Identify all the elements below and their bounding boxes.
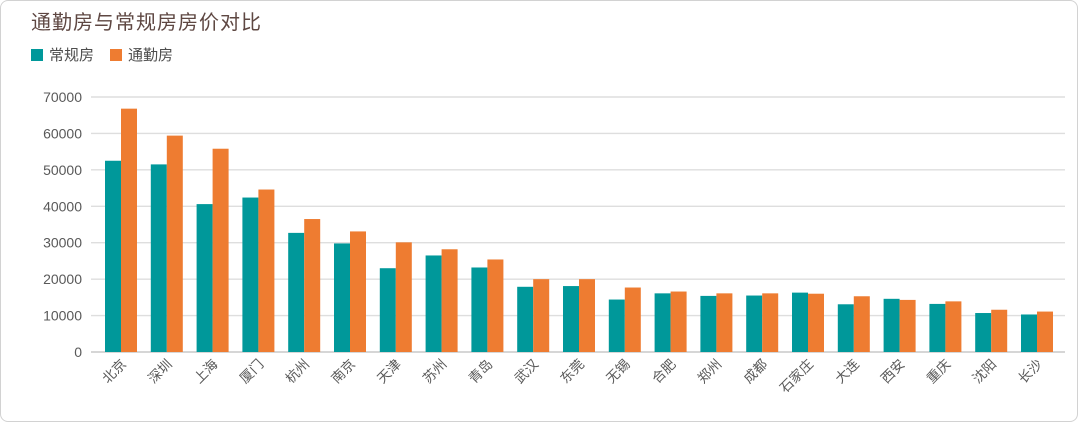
bar-常规房-沈阳 (975, 313, 992, 352)
bar-常规房-重庆 (929, 303, 946, 352)
bar-常规房-深圳 (150, 164, 167, 352)
legend: 常规房 通勤房 (31, 44, 173, 65)
bar-通勤房-大连 (853, 296, 870, 352)
bar-通勤房-上海 (212, 148, 229, 352)
legend-item-label: 常规房 (49, 47, 95, 64)
bar-通勤房-杭州 (304, 219, 321, 352)
bar-通勤房-东莞 (579, 279, 595, 352)
bar-常规房-南京 (334, 243, 350, 352)
legend-item-commute: 通勤房 (110, 44, 173, 65)
y-axis-label: 0 (74, 344, 82, 360)
x-axis-label: 长沙 (1015, 357, 1045, 387)
x-axis-label: 郑州 (695, 357, 725, 387)
bar-常规房-合肥 (654, 293, 671, 352)
bar-通勤房-武汉 (533, 279, 550, 352)
x-axis-label: 杭州 (283, 357, 313, 387)
x-axis-label: 上海 (191, 357, 221, 387)
bar-通勤房-沈阳 (991, 309, 1008, 352)
bar-通勤房-西安 (899, 299, 916, 352)
bar-通勤房-北京 (121, 108, 137, 353)
y-axis-label: 20000 (43, 271, 82, 287)
x-axis-label: 南京 (328, 357, 358, 387)
bar-常规房-杭州 (288, 232, 305, 352)
bar-常规房-厦门 (242, 197, 259, 352)
bar-通勤房-青岛 (487, 259, 504, 352)
bar-常规房-武汉 (517, 286, 534, 352)
chart-title: 通勤房与常规房房价对比 (31, 12, 262, 34)
x-axis-label: 石家庄 (776, 356, 816, 396)
commute-series-swatch-icon (110, 48, 123, 61)
bar-常规房-苏州 (425, 255, 442, 352)
x-axis-label: 苏州 (420, 357, 450, 387)
legend-item-regular: 常规房 (31, 44, 94, 65)
x-axis-label: 东莞 (557, 357, 587, 387)
y-axis-label: 30000 (43, 235, 82, 251)
x-axis-label: 无锡 (603, 357, 633, 387)
bar-通勤房-合肥 (670, 291, 687, 352)
x-axis-label: 大连 (832, 356, 862, 386)
bar-通勤房-郑州 (716, 293, 733, 352)
bar-常规房-无锡 (608, 299, 625, 352)
legend-item-label: 通勤房 (128, 47, 174, 64)
y-axis-label: 60000 (43, 125, 82, 141)
bar-常规房-天津 (379, 268, 396, 352)
bar-常规房-郑州 (700, 295, 717, 352)
bar-常规房-青岛 (471, 267, 488, 352)
x-axis-label: 深圳 (145, 357, 175, 387)
y-axis-label: 10000 (43, 308, 82, 324)
bar-通勤房-成都 (762, 293, 779, 352)
x-axis-label: 成都 (741, 357, 771, 387)
bar-常规房-成都 (746, 295, 763, 352)
x-axis-label: 天津 (374, 357, 404, 387)
bar-通勤房-苏州 (441, 249, 458, 352)
bar-常规房-北京 (105, 160, 121, 352)
x-axis-label: 西安 (878, 357, 908, 387)
x-axis-label: 北京 (99, 357, 129, 387)
x-axis-label: 重庆 (924, 357, 954, 387)
bar-通勤房-无锡 (624, 287, 641, 352)
x-axis-label: 沈阳 (970, 357, 1000, 387)
bar-通勤房-石家庄 (808, 293, 824, 352)
x-axis-label: 武汉 (512, 356, 542, 386)
bar-通勤房-天津 (395, 242, 412, 352)
y-axis-label: 40000 (43, 198, 82, 214)
x-axis-label: 合肥 (649, 357, 679, 387)
regular-series-swatch-icon (31, 48, 43, 61)
bar-通勤房-厦门 (258, 189, 275, 352)
x-axis-label: 厦门 (237, 357, 267, 387)
x-axis-label: 青岛 (466, 357, 496, 387)
bar-常规房-西安 (883, 298, 900, 352)
y-axis-label: 70000 (43, 89, 82, 105)
y-axis-label: 50000 (43, 162, 82, 178)
bar-通勤房-深圳 (166, 135, 183, 352)
bar-通勤房-长沙 (1037, 311, 1053, 352)
bar-常规房-东莞 (563, 286, 579, 352)
bar-常规房-长沙 (1021, 314, 1037, 352)
bar-常规房-上海 (196, 204, 213, 352)
bar-常规房-石家庄 (792, 292, 808, 352)
bar-通勤房-重庆 (945, 301, 962, 352)
bar-通勤房-南京 (350, 231, 366, 352)
bar-常规房-大连 (837, 304, 854, 352)
